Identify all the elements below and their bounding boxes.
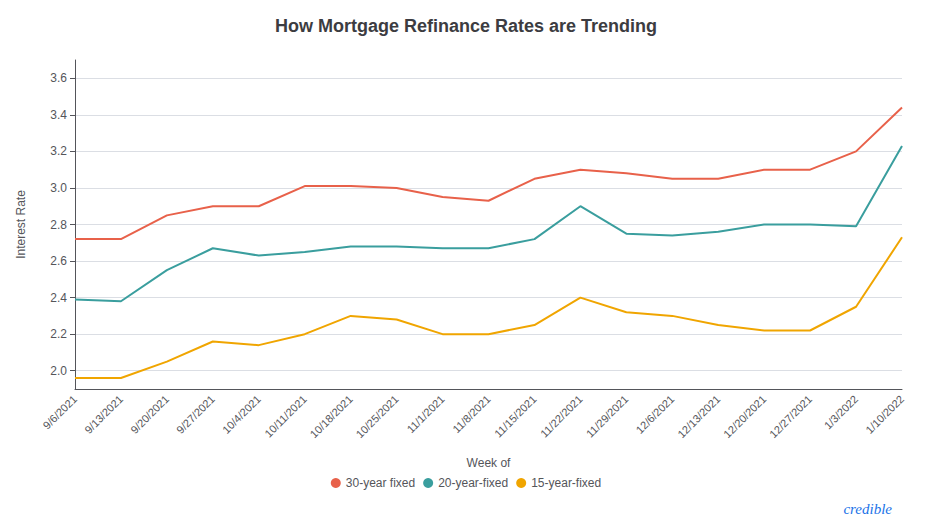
svg-text:Interest Rate: Interest Rate (14, 190, 28, 259)
svg-text:9/6/2021: 9/6/2021 (41, 393, 80, 432)
svg-text:11/15/2021: 11/15/2021 (492, 393, 539, 440)
svg-text:2.4: 2.4 (50, 291, 67, 305)
svg-text:20-year-fixed: 20-year-fixed (438, 476, 508, 490)
svg-text:11/22/2021: 11/22/2021 (538, 393, 585, 440)
svg-text:3.4: 3.4 (50, 108, 67, 122)
svg-text:How Mortgage Refinance Rates a: How Mortgage Refinance Rates are Trendin… (275, 16, 657, 36)
svg-text:10/11/2021: 10/11/2021 (262, 393, 309, 440)
svg-text:12/13/2021: 12/13/2021 (675, 393, 722, 440)
svg-text:12/27/2021: 12/27/2021 (767, 393, 814, 440)
svg-text:10/4/2021: 10/4/2021 (220, 393, 263, 436)
svg-text:11/8/2021: 11/8/2021 (450, 393, 492, 435)
svg-text:2.0: 2.0 (50, 364, 67, 378)
svg-text:11/29/2021: 11/29/2021 (584, 393, 631, 440)
svg-text:1/10/2022: 1/10/2022 (863, 393, 906, 436)
svg-text:2.2: 2.2 (50, 327, 67, 341)
svg-text:30-year fixed: 30-year fixed (346, 476, 415, 490)
svg-text:15-year-fixed: 15-year-fixed (531, 476, 601, 490)
svg-text:9/13/2021: 9/13/2021 (82, 393, 125, 436)
svg-text:2.6: 2.6 (50, 254, 67, 268)
svg-text:2.8: 2.8 (50, 218, 67, 232)
svg-text:9/27/2021: 9/27/2021 (174, 393, 217, 436)
svg-text:10/18/2021: 10/18/2021 (308, 393, 355, 440)
svg-text:3.0: 3.0 (50, 181, 67, 195)
svg-text:9/20/2021: 9/20/2021 (128, 393, 171, 436)
svg-text:Week of: Week of (467, 456, 511, 470)
svg-text:1/3/2022: 1/3/2022 (822, 393, 861, 432)
svg-text:12/20/2021: 12/20/2021 (721, 393, 768, 440)
svg-text:10/25/2021: 10/25/2021 (353, 393, 400, 440)
svg-text:credible: credible (843, 501, 892, 517)
svg-text:11/1/2021: 11/1/2021 (404, 393, 446, 435)
svg-text:12/6/2021: 12/6/2021 (633, 393, 676, 436)
svg-text:3.6: 3.6 (50, 71, 67, 85)
svg-text:3.2: 3.2 (50, 144, 67, 158)
